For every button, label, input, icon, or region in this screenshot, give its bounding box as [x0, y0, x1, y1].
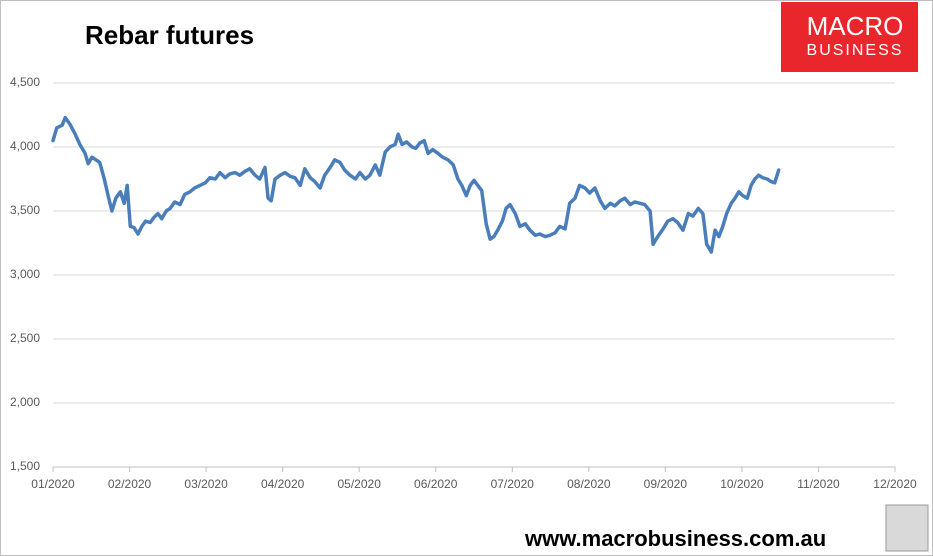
x-tick-label: 06/2020 [414, 477, 458, 491]
logo-text: BUSINESS [807, 42, 904, 59]
x-tick-label: 07/2020 [491, 477, 535, 491]
wolf-icon [885, 504, 929, 552]
y-tick-label: 2,000 [10, 395, 40, 409]
logo-box [781, 2, 918, 72]
x-tick-label: 12/2020 [873, 477, 917, 491]
y-tick-label: 4,500 [10, 75, 40, 89]
y-tick-label: 2,500 [10, 331, 40, 345]
x-tick-label: 04/2020 [261, 477, 305, 491]
y-tick-label: 1,500 [10, 459, 40, 473]
logo-text: MACRO [807, 11, 904, 41]
y-tick-label: 3,000 [10, 267, 40, 281]
x-tick-label: 09/2020 [644, 477, 688, 491]
x-tick-label: 01/2020 [31, 477, 75, 491]
y-tick-label: 3,500 [10, 203, 40, 217]
x-tick-label: 08/2020 [567, 477, 611, 491]
x-tick-label: 03/2020 [184, 477, 228, 491]
x-tick-label: 11/2020 [797, 477, 840, 491]
x-tick-label: 05/2020 [337, 477, 381, 491]
price-line [51, 115, 781, 254]
y-tick-label: 4,000 [10, 139, 40, 153]
x-tick-label: 02/2020 [108, 477, 152, 491]
x-tick-label: 10/2020 [720, 477, 764, 491]
chart-title: Rebar futures [85, 20, 254, 50]
footer-url: www.macrobusiness.com.au [524, 526, 826, 551]
